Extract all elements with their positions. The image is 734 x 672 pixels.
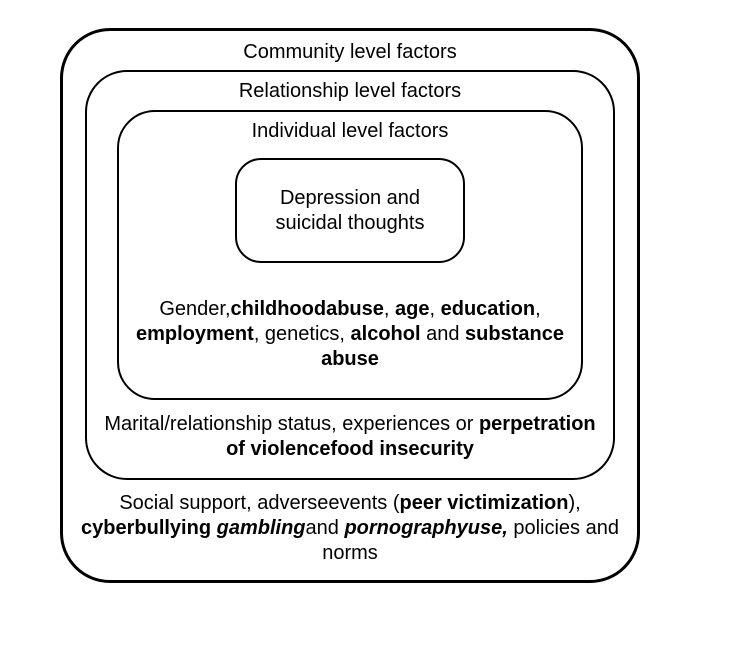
text-segment: cyberbullying [81, 517, 211, 539]
relationship-level-body: Marital/relationship status, experiences… [87, 412, 613, 462]
text-segment: , [535, 298, 541, 320]
text-segment: alcohol [351, 323, 427, 345]
text-segment: employment [136, 323, 254, 345]
text-segment: childhoodabuse [231, 298, 384, 320]
relationship-level-title: Relationship level factors [87, 80, 613, 103]
text-segment: peer victimization [400, 492, 569, 514]
individual-level-body: Gender,childhoodabuse, age, education, e… [119, 297, 581, 372]
text-segment: , [429, 298, 440, 320]
center-box: Depression and suicidal thoughts [235, 158, 465, 263]
community-level-body: Social support, adverseevents (peer vict… [63, 491, 637, 566]
text-segment: Marital/relationship status, experiences… [104, 413, 479, 435]
text-segment: Gender, [159, 298, 230, 320]
text-segment: pornographyuse, [344, 517, 507, 539]
text-segment: , [384, 298, 395, 320]
text-segment: and [306, 517, 345, 539]
text-segment: , genetics, [254, 323, 351, 345]
text-segment: Social support, adverseevents ( [119, 492, 399, 514]
text-segment: and [426, 323, 465, 345]
community-level-title: Community level factors [63, 41, 637, 64]
text-segment: ), [568, 492, 580, 514]
center-text: Depression and suicidal thoughts [237, 186, 463, 236]
individual-level-title: Individual level factors [119, 120, 581, 143]
nested-diagram: Community level factors Social support, … [60, 28, 640, 583]
text-segment: age [395, 298, 429, 320]
text-segment: gambling [217, 517, 306, 539]
text-segment: education [441, 298, 535, 320]
